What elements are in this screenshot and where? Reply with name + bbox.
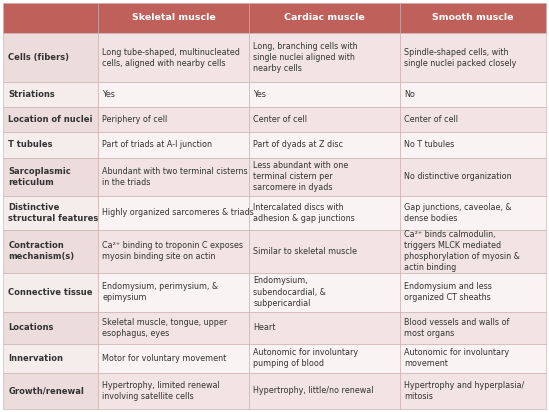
- Text: Distinctive
structural features: Distinctive structural features: [8, 203, 98, 223]
- Bar: [400, 158, 546, 196]
- Bar: [400, 33, 546, 82]
- Bar: [98, 230, 249, 273]
- Text: Ca²⁺ binds calmodulin,
triggers MLCK mediated
phosphorylation of myosin &
actin : Ca²⁺ binds calmodulin, triggers MLCK med…: [405, 230, 520, 272]
- Bar: [3, 3, 98, 33]
- Bar: [3, 230, 98, 273]
- Text: Yes: Yes: [102, 90, 115, 99]
- Text: Endomysium and less
organized CT sheaths: Endomysium and less organized CT sheaths: [405, 282, 492, 302]
- Text: Part of dyads at Z disc: Part of dyads at Z disc: [253, 140, 343, 149]
- Bar: [249, 107, 400, 132]
- Text: Highly organized sarcomeres & triads: Highly organized sarcomeres & triads: [102, 208, 254, 218]
- Text: Location of nuclei: Location of nuclei: [8, 115, 93, 124]
- Text: Intercalated discs with
adhesion & gap junctions: Intercalated discs with adhesion & gap j…: [253, 203, 355, 223]
- Bar: [400, 230, 546, 273]
- Bar: [98, 311, 249, 344]
- Text: Motor for voluntary movement: Motor for voluntary movement: [102, 354, 227, 363]
- Bar: [249, 33, 400, 82]
- Text: Skeletal muscle, tongue, upper
esophagus, eyes: Skeletal muscle, tongue, upper esophagus…: [102, 318, 227, 338]
- Text: Striations: Striations: [8, 90, 55, 99]
- Bar: [400, 107, 546, 132]
- Text: Heart: Heart: [253, 323, 276, 332]
- Bar: [98, 273, 249, 311]
- Bar: [3, 373, 98, 409]
- Text: Autonomic for involuntary
pumping of blood: Autonomic for involuntary pumping of blo…: [253, 349, 358, 368]
- Text: Growth/renewal: Growth/renewal: [8, 386, 84, 396]
- Text: Center of cell: Center of cell: [405, 115, 458, 124]
- Text: Sarcoplasmic
reticulum: Sarcoplasmic reticulum: [8, 167, 71, 187]
- Bar: [249, 344, 400, 373]
- Text: Long tube-shaped, multinucleated
cells, aligned with nearby cells: Long tube-shaped, multinucleated cells, …: [102, 47, 240, 68]
- Bar: [98, 3, 249, 33]
- Text: Yes: Yes: [253, 90, 266, 99]
- Bar: [3, 132, 98, 158]
- Text: Cardiac muscle: Cardiac muscle: [284, 14, 365, 23]
- Bar: [249, 132, 400, 158]
- Text: Spindle-shaped cells, with
single nuclei packed closely: Spindle-shaped cells, with single nuclei…: [405, 47, 517, 68]
- Text: Part of triads at A-I junction: Part of triads at A-I junction: [102, 140, 212, 149]
- Text: T tubules: T tubules: [8, 140, 53, 149]
- Bar: [3, 196, 98, 230]
- Bar: [400, 311, 546, 344]
- Text: Hypertrophy and hyperplasia/
mitosis: Hypertrophy and hyperplasia/ mitosis: [405, 381, 525, 401]
- Bar: [98, 158, 249, 196]
- Bar: [400, 82, 546, 107]
- Text: Smooth muscle: Smooth muscle: [433, 14, 514, 23]
- Text: Hypertrophy, limited renewal
involving satellite cells: Hypertrophy, limited renewal involving s…: [102, 381, 220, 401]
- Bar: [3, 107, 98, 132]
- Text: Less abundant with one
terminal cistern per
sarcomere in dyads: Less abundant with one terminal cistern …: [253, 161, 349, 192]
- Text: Innervation: Innervation: [8, 354, 63, 363]
- Bar: [98, 132, 249, 158]
- Text: No distinctive organization: No distinctive organization: [405, 172, 512, 181]
- Bar: [98, 344, 249, 373]
- Text: Long, branching cells with
single nuclei aligned with
nearby cells: Long, branching cells with single nuclei…: [253, 42, 358, 73]
- Text: Autonomic for involuntary
movement: Autonomic for involuntary movement: [405, 349, 509, 368]
- Bar: [400, 132, 546, 158]
- Bar: [400, 273, 546, 311]
- Text: Center of cell: Center of cell: [253, 115, 307, 124]
- Bar: [3, 344, 98, 373]
- Bar: [249, 196, 400, 230]
- Bar: [3, 33, 98, 82]
- Text: Similar to skeletal muscle: Similar to skeletal muscle: [253, 247, 357, 256]
- Bar: [249, 311, 400, 344]
- Bar: [400, 344, 546, 373]
- Bar: [3, 82, 98, 107]
- Bar: [249, 273, 400, 311]
- Text: No: No: [405, 90, 415, 99]
- Bar: [249, 3, 400, 33]
- Bar: [98, 107, 249, 132]
- Text: Connective tissue: Connective tissue: [8, 288, 93, 297]
- Text: Hypertrophy, little/no renewal: Hypertrophy, little/no renewal: [253, 386, 374, 396]
- Bar: [98, 82, 249, 107]
- Bar: [400, 373, 546, 409]
- Bar: [249, 158, 400, 196]
- Bar: [98, 373, 249, 409]
- Text: No T tubules: No T tubules: [405, 140, 455, 149]
- Bar: [3, 311, 98, 344]
- Bar: [249, 82, 400, 107]
- Text: Endomysium,
subendocardial, &
subpericardial: Endomysium, subendocardial, & subpericar…: [253, 276, 326, 308]
- Bar: [249, 230, 400, 273]
- Text: Abundant with two terminal cisterns
in the triads: Abundant with two terminal cisterns in t…: [102, 167, 248, 187]
- Text: Endomysium, perimysium, &
epimysium: Endomysium, perimysium, & epimysium: [102, 282, 219, 302]
- Text: Periphery of cell: Periphery of cell: [102, 115, 167, 124]
- Text: Cells (fibers): Cells (fibers): [8, 53, 69, 62]
- Text: Blood vessels and walls of
most organs: Blood vessels and walls of most organs: [405, 318, 510, 338]
- Bar: [249, 373, 400, 409]
- Bar: [98, 196, 249, 230]
- Text: Contraction
mechanism(s): Contraction mechanism(s): [8, 241, 74, 261]
- Text: Skeletal muscle: Skeletal muscle: [132, 14, 215, 23]
- Bar: [400, 196, 546, 230]
- Text: Ca²⁺ binding to troponin C exposes
myosin binding site on actin: Ca²⁺ binding to troponin C exposes myosi…: [102, 241, 243, 261]
- Text: Locations: Locations: [8, 323, 54, 332]
- Bar: [3, 273, 98, 311]
- Bar: [98, 33, 249, 82]
- Bar: [400, 3, 546, 33]
- Bar: [3, 158, 98, 196]
- Text: Gap junctions, caveolae, &
dense bodies: Gap junctions, caveolae, & dense bodies: [405, 203, 512, 223]
